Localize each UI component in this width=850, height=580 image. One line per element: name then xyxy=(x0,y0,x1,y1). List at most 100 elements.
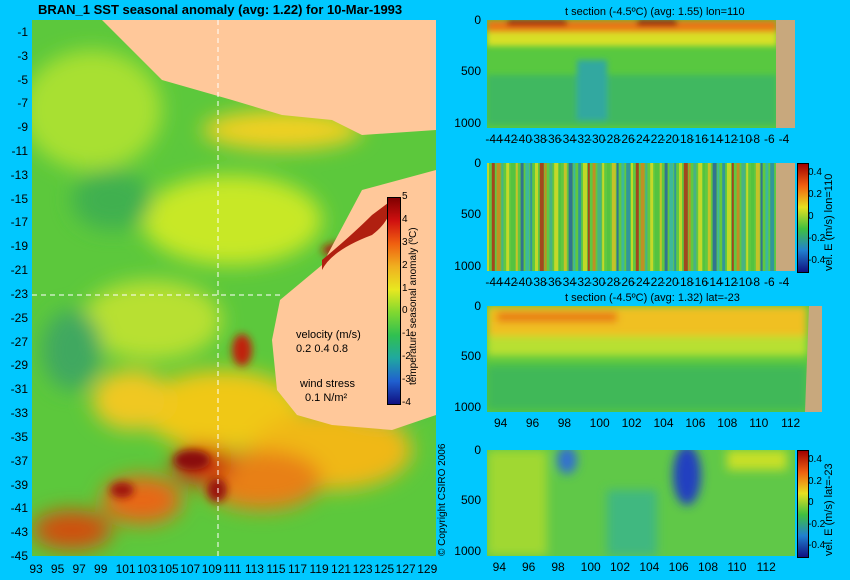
section-2-x-tick: -20 xyxy=(661,275,679,289)
section-1-x-tick: -6 xyxy=(764,132,775,146)
section-3-panel xyxy=(487,306,822,412)
map-y-tick-label: -27 xyxy=(10,334,28,349)
map-y-tick-label: -9 xyxy=(17,120,28,135)
section-3-x-tick: 98 xyxy=(557,416,572,430)
section-1-y-tick: 1000 xyxy=(454,115,481,130)
velocity-stripe xyxy=(717,163,720,271)
section-2-x-tick: -4 xyxy=(778,275,790,289)
section-2-colorbar xyxy=(797,163,809,273)
section-1-x-tick: -26 xyxy=(617,132,635,146)
section-4-panel xyxy=(487,450,795,556)
map-x-tick-label: 101 xyxy=(115,562,136,576)
map-x-tick-label: 119 xyxy=(309,562,329,576)
map-x-tick-label: 113 xyxy=(244,562,264,576)
velocity-stripe xyxy=(487,163,489,271)
velocity-stripe xyxy=(741,163,746,271)
section-3-y-tick: 0 xyxy=(474,299,481,313)
section-1-x-tick: -32 xyxy=(573,132,591,146)
map-x-tick-label: 115 xyxy=(266,562,286,576)
velocity-stripe xyxy=(520,163,524,271)
velocity-stripe xyxy=(760,163,763,271)
section-4-colorbar-tick: 0 xyxy=(808,497,814,508)
section-2-x-tick: -14 xyxy=(705,275,723,289)
map-y-tick-label: -5 xyxy=(17,72,28,87)
velocity-stripe xyxy=(631,163,633,271)
map-y-tick-label: -19 xyxy=(10,239,28,254)
velocity-stripe xyxy=(683,163,688,271)
section-4-x-tick: 104 xyxy=(639,560,660,574)
section-3-y-tick: 1000 xyxy=(454,399,481,414)
sst-colorbar-tick: -3 xyxy=(402,374,411,386)
velocity-stripe xyxy=(583,163,587,271)
section-1-x-tick: -30 xyxy=(588,132,606,146)
section-2-colorbar-tick: 0 xyxy=(808,211,814,222)
velocity-stripe xyxy=(727,163,731,271)
section-3-x-tick: 106 xyxy=(685,416,706,430)
velocity-stripe xyxy=(698,163,703,271)
velocity-stripe xyxy=(559,163,561,271)
section-2-panel xyxy=(487,163,795,271)
section-4-colorbar-tick: 0.2 xyxy=(808,475,822,487)
sst-colorbar-tick: 3 xyxy=(402,236,408,248)
velocity-stripe xyxy=(568,163,573,271)
sst-colorbar-tick: -4 xyxy=(402,397,411,408)
velocity-stripe xyxy=(679,163,682,271)
section-1-y-tick: 0 xyxy=(474,13,481,27)
section-1-x-tick: -16 xyxy=(690,132,708,146)
section-1-x-tick: -38 xyxy=(529,132,547,146)
section-1-x-tick: -28 xyxy=(602,132,620,146)
section-4-x-tick: 110 xyxy=(727,560,747,574)
section-2-x-tick: -18 xyxy=(676,275,694,289)
sst-colorbar xyxy=(387,197,401,405)
section-3-title: t section (-4.5ºC) (avg: 1.32) lat=-23 xyxy=(565,292,740,304)
velocity-stripe xyxy=(755,163,760,271)
section-3-x-tick: 96 xyxy=(525,416,540,430)
section-1-x-tick: -14 xyxy=(705,132,723,146)
velocity-stripe xyxy=(530,163,533,271)
sst-colorbar-tick: 2 xyxy=(402,259,408,271)
velocity-stripe xyxy=(621,163,625,271)
map-x-tick-label: 99 xyxy=(94,562,108,576)
velocity-label: velocity (m/s) xyxy=(296,329,361,341)
section-3-x-tick: 104 xyxy=(653,416,674,430)
velocity-stripe xyxy=(703,163,705,271)
velocity-stripe xyxy=(563,163,567,271)
section-4-x-tick: 96 xyxy=(522,560,536,574)
map-x-tick-label: 129 xyxy=(417,562,438,576)
section-2-x-tick: -38 xyxy=(529,275,547,289)
section-4-y-tick: 1000 xyxy=(454,543,481,558)
map-y-tick-label: -17 xyxy=(10,215,28,230)
section-4-svg xyxy=(487,450,795,556)
velocity-stripe xyxy=(511,163,515,271)
velocity-stripe xyxy=(655,163,659,271)
section-2-x-tick: -44 xyxy=(485,275,503,289)
map-y-tick-label: -25 xyxy=(10,310,28,325)
section-2-x-tick: -8 xyxy=(749,275,760,289)
map-x-tick-label: 117 xyxy=(287,562,308,576)
map-x-tick-label: 111 xyxy=(223,562,242,576)
map-y-tick-label: -13 xyxy=(10,167,28,182)
velocity-stripe xyxy=(535,163,538,271)
map-y-tick-label: -3 xyxy=(17,48,28,63)
sst-colorbar-tick: -2 xyxy=(402,351,411,363)
section-2-y-tick: 0 xyxy=(474,156,481,170)
section-3-y-tick: 500 xyxy=(460,349,481,364)
section-3-x-tick: 108 xyxy=(717,416,738,430)
velocity-stripe xyxy=(592,163,596,271)
section-2-x-tick: -42 xyxy=(500,275,518,289)
sst-colorbar-tick: 0 xyxy=(402,305,408,317)
section-3-x-tick: 110 xyxy=(749,416,769,430)
section-1-x-tick: -44 xyxy=(485,132,503,146)
velocity-stripe xyxy=(506,163,510,271)
map-x-tick-label: 97 xyxy=(72,562,86,576)
section-4-x-tick: 102 xyxy=(610,560,631,574)
velocity-stripe xyxy=(722,163,726,271)
section-1-x-tick: -24 xyxy=(632,132,650,146)
section-4-x-tick: 106 xyxy=(668,560,689,574)
velocity-stripe xyxy=(640,163,645,271)
section-1-y-tick: 500 xyxy=(460,64,481,79)
section-2-x-tick: -16 xyxy=(690,275,708,289)
section-2-x-tick: -36 xyxy=(544,275,562,289)
velocity-stripe xyxy=(554,163,559,271)
velocity-stripe xyxy=(539,163,544,271)
